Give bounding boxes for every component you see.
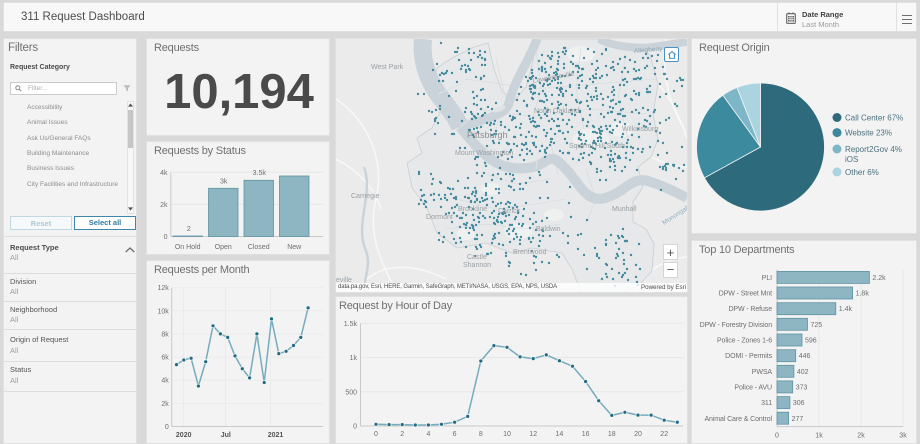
svg-text:0: 0 xyxy=(374,431,378,438)
svg-text:Mount Washington: Mount Washington xyxy=(455,150,513,157)
svg-text:eville: eville xyxy=(336,277,352,284)
svg-text:Shannon: Shannon xyxy=(463,262,491,269)
svg-text:2: 2 xyxy=(400,431,404,438)
svg-text:1k: 1k xyxy=(350,355,358,362)
svg-text:1k: 1k xyxy=(815,432,823,439)
svg-text:New: New xyxy=(287,244,302,251)
svg-text:DPW - Street Mnt: DPW - Street Mnt xyxy=(719,291,772,298)
svg-text:12: 12 xyxy=(529,431,537,438)
svg-text:0: 0 xyxy=(353,424,357,431)
svg-text:Open: Open xyxy=(215,244,232,251)
svg-text:10k: 10k xyxy=(158,308,170,315)
svg-text:725: 725 xyxy=(811,322,823,329)
svg-text:2k: 2k xyxy=(857,432,865,439)
svg-text:373: 373 xyxy=(796,384,808,391)
svg-text:311: 311 xyxy=(761,400,772,407)
svg-text:Police - AVU: Police - AVU xyxy=(734,384,772,391)
svg-text:4k: 4k xyxy=(161,378,169,385)
svg-text:306: 306 xyxy=(793,400,805,407)
svg-text:Animal Care & Control: Animal Care & Control xyxy=(704,416,772,423)
svg-text:2020: 2020 xyxy=(176,432,192,439)
svg-text:3.5k: 3.5k xyxy=(253,170,267,177)
svg-text:Pittsburgh: Pittsburgh xyxy=(467,130,508,140)
svg-text:8: 8 xyxy=(479,431,483,438)
svg-text:Brookline: Brookline xyxy=(458,206,487,213)
svg-text:500: 500 xyxy=(345,389,357,396)
svg-text:0: 0 xyxy=(775,432,779,439)
svg-text:Munhall: Munhall xyxy=(612,206,637,213)
svg-text:Carrick: Carrick xyxy=(498,208,521,215)
svg-text:6: 6 xyxy=(453,431,457,438)
svg-text:4: 4 xyxy=(426,431,430,438)
svg-text:12k: 12k xyxy=(158,285,170,292)
svg-text:10: 10 xyxy=(503,431,511,438)
svg-text:20: 20 xyxy=(634,431,642,438)
svg-text:3k: 3k xyxy=(220,179,228,186)
svg-text:iOS: iOS xyxy=(845,155,858,164)
svg-text:DPW - Refuse: DPW - Refuse xyxy=(728,306,772,313)
svg-text:1.8k: 1.8k xyxy=(856,291,870,298)
svg-text:Call Center 67%: Call Center 67% xyxy=(845,114,903,123)
svg-text:North Oakland: North Oakland xyxy=(534,108,579,115)
svg-text:18: 18 xyxy=(608,431,616,438)
svg-text:2k: 2k xyxy=(160,202,168,209)
svg-text:Closed: Closed xyxy=(248,244,270,251)
svg-text:6k: 6k xyxy=(161,355,169,362)
svg-text:0: 0 xyxy=(165,424,169,431)
svg-text:Squirrel Hill South: Squirrel Hill South xyxy=(569,143,625,150)
svg-text:446: 446 xyxy=(799,353,811,360)
svg-text:277: 277 xyxy=(792,416,804,423)
svg-text:PLI: PLI xyxy=(762,275,772,282)
svg-text:4k: 4k xyxy=(160,170,168,177)
svg-text:16: 16 xyxy=(582,431,590,438)
svg-text:West Park: West Park xyxy=(371,64,404,71)
svg-text:0: 0 xyxy=(164,234,168,241)
svg-text:Castle: Castle xyxy=(467,254,487,261)
svg-text:Brentwood: Brentwood xyxy=(513,249,547,256)
svg-text:2k: 2k xyxy=(161,401,169,408)
svg-text:Wilkinsburg: Wilkinsburg xyxy=(622,126,658,133)
svg-text:3k: 3k xyxy=(899,432,907,439)
svg-text:2: 2 xyxy=(187,226,191,233)
svg-text:Website 23%: Website 23% xyxy=(845,129,892,138)
svg-text:Baldwin: Baldwin xyxy=(536,226,561,233)
svg-text:596: 596 xyxy=(805,338,817,345)
svg-text:Jul: Jul xyxy=(221,432,231,439)
svg-text:2.2k: 2.2k xyxy=(872,275,886,282)
svg-text:Allegheny: Allegheny xyxy=(634,45,664,55)
svg-text:Other 6%: Other 6% xyxy=(845,168,879,177)
svg-text:On Hold: On Hold xyxy=(175,244,201,251)
svg-text:DOMI - Permits: DOMI - Permits xyxy=(725,353,772,360)
svg-text:Carnegie: Carnegie xyxy=(351,193,380,200)
svg-text:14: 14 xyxy=(556,431,564,438)
svg-text:1.5k: 1.5k xyxy=(344,321,358,328)
svg-text:DPW - Forestry Division: DPW - Forestry Division xyxy=(700,322,773,329)
svg-text:8k: 8k xyxy=(161,332,169,339)
svg-text:PWSA: PWSA xyxy=(752,369,773,376)
svg-text:402: 402 xyxy=(797,369,809,376)
svg-text:2021: 2021 xyxy=(268,432,284,439)
svg-text:Dormont: Dormont xyxy=(426,214,453,221)
svg-text:Police - Zones 1-6: Police - Zones 1-6 xyxy=(717,338,772,345)
svg-text:Report2Gov 4%: Report2Gov 4% xyxy=(845,145,902,154)
svg-text:22: 22 xyxy=(660,431,668,438)
svg-text:1.4k: 1.4k xyxy=(839,306,853,313)
